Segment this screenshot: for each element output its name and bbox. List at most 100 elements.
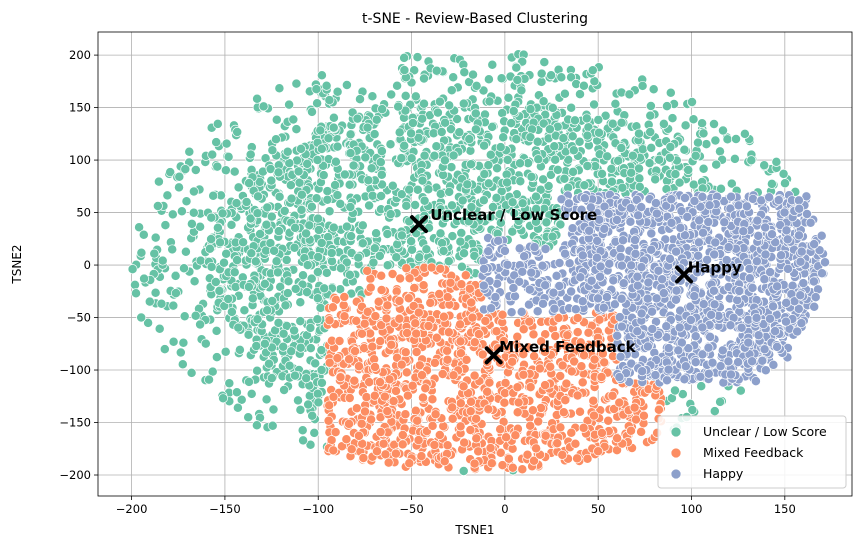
scatter-point (513, 216, 524, 226)
scatter-point (524, 284, 535, 295)
scatter-point (438, 245, 449, 256)
scatter-point (218, 393, 229, 404)
scatter-point (393, 101, 404, 112)
scatter-point (421, 244, 432, 255)
scatter-point (704, 200, 715, 211)
scatter-point (221, 248, 232, 259)
scatter-point (293, 395, 303, 406)
scatter-point (624, 89, 635, 100)
scatter-point (224, 378, 235, 389)
scatter-point (485, 212, 496, 223)
scatter-point (779, 207, 790, 218)
scatter-point (229, 166, 240, 177)
scatter-point (234, 344, 245, 355)
scatter-point (722, 134, 733, 145)
scatter-point (348, 160, 359, 171)
scatter-point (529, 242, 540, 253)
scatter-point (478, 280, 489, 291)
scatter-point (646, 244, 657, 255)
scatter-point (399, 52, 410, 63)
scatter-point (295, 342, 306, 353)
scatter-point (170, 270, 181, 281)
scatter-point (130, 279, 140, 290)
scatter-point (616, 293, 627, 304)
scatter-point (566, 72, 577, 83)
scatter-point (739, 128, 750, 139)
scatter-point (156, 298, 167, 309)
scatter-point (525, 132, 536, 143)
scatter-point (328, 222, 339, 233)
scatter-point (438, 311, 449, 322)
scatter-point (326, 248, 337, 258)
scatter-point (642, 293, 653, 304)
scatter-point (369, 243, 380, 254)
scatter-point (447, 231, 458, 242)
scatter-point (143, 317, 154, 328)
scatter-point (262, 305, 273, 316)
scatter-point (698, 227, 708, 238)
scatter-point (650, 370, 661, 381)
scatter-point (357, 328, 367, 339)
scatter-point (311, 193, 322, 204)
scatter-point (273, 226, 284, 237)
scatter-point (776, 250, 787, 261)
scatter-point (272, 267, 283, 278)
scatter-point (738, 226, 749, 237)
scatter-point (575, 272, 586, 283)
scatter-point (701, 139, 712, 150)
scatter-point (188, 186, 199, 197)
scatter-point (658, 118, 669, 129)
scatter-point (313, 252, 324, 262)
scatter-point (572, 453, 583, 464)
scatter-point (312, 155, 323, 165)
scatter-point (540, 244, 551, 254)
scatter-point (719, 217, 730, 228)
scatter-point (698, 163, 709, 174)
scatter-point (406, 153, 417, 164)
scatter-point (543, 181, 554, 191)
scatter-point (538, 174, 549, 185)
scatter-point (271, 256, 282, 267)
scatter-point (370, 362, 380, 372)
scatter-point (566, 427, 577, 438)
scatter-point (301, 373, 312, 384)
scatter-point (716, 183, 726, 194)
scatter-point (499, 397, 510, 408)
scatter-point (374, 250, 385, 261)
scatter-point (693, 237, 704, 248)
scatter-point (744, 263, 755, 274)
scatter-point (643, 277, 654, 288)
scatter-point (367, 341, 378, 352)
scatter-point (357, 220, 368, 231)
scatter-point (654, 154, 665, 165)
scatter-point (459, 67, 470, 78)
scatter-point (410, 318, 421, 329)
scatter-point (781, 297, 792, 308)
scatter-point (508, 106, 519, 116)
scatter-point (144, 296, 155, 307)
scatter-point (376, 146, 387, 157)
scatter-point (357, 238, 368, 249)
scatter-point (490, 292, 501, 303)
scatter-point (439, 155, 450, 166)
scatter-point (630, 235, 640, 246)
scatter-point (685, 315, 696, 325)
scatter-point (306, 201, 317, 212)
scatter-point (593, 114, 604, 125)
scatter-point (392, 80, 403, 91)
scatter-point (697, 322, 708, 333)
scatter-point (177, 359, 188, 370)
scatter-point (673, 345, 684, 356)
scatter-point (288, 114, 299, 125)
scatter-point (469, 458, 480, 469)
scatter-point (233, 322, 244, 333)
scatter-point (613, 155, 624, 166)
scatter-point (395, 273, 406, 284)
scatter-point (253, 191, 263, 202)
scatter-point (254, 176, 265, 187)
scatter-point (751, 256, 762, 267)
scatter-point (523, 210, 534, 221)
scatter-point (416, 451, 427, 462)
scatter-point (167, 244, 178, 255)
